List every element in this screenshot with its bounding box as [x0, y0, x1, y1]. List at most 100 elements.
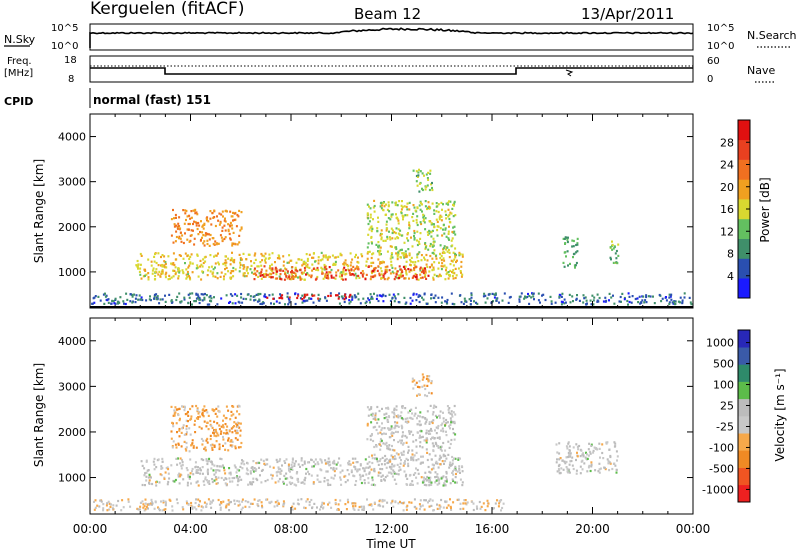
power-cell: [263, 255, 266, 258]
velocity-cell: [452, 411, 455, 414]
power-cell: [396, 216, 399, 219]
velocity-cell: [371, 479, 374, 482]
velocity-cell: [230, 414, 233, 417]
velocity-cell: [321, 507, 324, 510]
power-cell: [327, 273, 330, 276]
velocity-cell: [412, 483, 414, 486]
time-tick-label: 16:00: [475, 522, 510, 536]
power-cell: [424, 269, 427, 272]
power-cell: [325, 276, 328, 279]
power-cell: [393, 300, 396, 303]
velocity-cell: [327, 462, 330, 465]
velocity-cell: [182, 508, 185, 511]
power-cell: [386, 250, 389, 253]
velocity-cell: [439, 463, 442, 466]
power-cell: [436, 220, 439, 223]
velocity-cell: [568, 468, 571, 471]
velocity-cell: [275, 458, 278, 461]
power-cell: [276, 270, 278, 273]
power-cell: [611, 240, 613, 243]
power-cell: [451, 237, 454, 240]
power-cell: [585, 299, 588, 302]
velocity-cell: [372, 508, 375, 511]
velocity-cell: [188, 477, 191, 480]
power-cell: [164, 261, 167, 264]
power-cell: [153, 293, 156, 296]
power-cell: [397, 301, 400, 304]
velocity-cell: [383, 459, 386, 463]
power-cell: [160, 264, 162, 267]
velocity-ytick-label: 2000: [58, 426, 86, 439]
power-cell: [126, 298, 129, 301]
velocity-cell: [181, 506, 184, 509]
velocity-cell: [422, 455, 424, 458]
power-cell: [139, 263, 142, 266]
power-cell: [216, 272, 219, 275]
nsky-label: N.Sky: [4, 33, 36, 46]
velocity-cell: [402, 442, 405, 445]
velocity-cell: [170, 437, 173, 440]
power-cell: [184, 212, 187, 215]
velocity-cell: [186, 469, 189, 472]
power-cell: [453, 230, 456, 233]
velocity-cell: [296, 477, 299, 480]
velocity-cell: [478, 500, 481, 504]
power-cell: [305, 253, 308, 256]
velocity-cell: [461, 465, 463, 468]
velocity-cell: [199, 472, 202, 475]
velocity-cell: [446, 421, 449, 424]
power-cell: [683, 292, 686, 295]
power-cell: [409, 296, 412, 300]
velocity-cell: [279, 468, 282, 471]
power-cell: [134, 297, 137, 300]
power-cell: [440, 268, 443, 271]
power-cell: [455, 274, 458, 277]
power-cell: [223, 219, 226, 222]
velocity-cell: [232, 405, 235, 408]
power-cell: [451, 274, 454, 278]
velocity-cell: [377, 474, 380, 477]
power-cell: [263, 295, 266, 298]
velocity-cell: [448, 446, 451, 449]
velocity-cell: [394, 500, 397, 503]
power-cell: [153, 295, 156, 298]
power-cell: [423, 256, 425, 259]
velocity-cell: [449, 482, 452, 485]
velocity-cell: [380, 433, 383, 436]
power-cell: [418, 251, 421, 254]
velocity-cell: [215, 431, 218, 434]
power-cell: [161, 270, 164, 273]
power-cell: [208, 266, 211, 269]
power-cell: [217, 242, 220, 245]
velocity-cell: [206, 421, 209, 424]
power-cell: [192, 222, 194, 226]
power-cell: [405, 273, 408, 276]
power-cell: [420, 254, 423, 257]
velocity-cell: [319, 508, 321, 511]
velocity-cell: [445, 476, 448, 479]
velocity-cell: [378, 500, 381, 503]
nsky-tick-bottom: 10^0: [51, 41, 78, 52]
power-cell: [326, 275, 329, 279]
velocity-cell: [472, 502, 475, 505]
power-cell: [242, 297, 245, 300]
velocity-cell: [368, 461, 371, 464]
power-cell: [343, 295, 346, 298]
power-cell: [229, 221, 232, 224]
power-cell: [382, 293, 385, 296]
velocity-cell: [442, 420, 445, 423]
velocity-cell: [397, 469, 400, 472]
velocity-cell: [413, 454, 416, 457]
power-cell: [421, 188, 424, 192]
power-cell: [224, 217, 226, 220]
power-cell: [281, 294, 284, 297]
power-cell: [454, 233, 457, 236]
velocity-cell: [391, 411, 394, 414]
velocity-cell: [608, 469, 611, 472]
velocity-cell: [311, 506, 313, 510]
power-cell: [229, 237, 232, 240]
power-cell: [267, 273, 270, 276]
velocity-cell: [393, 407, 396, 410]
velocity-cell: [430, 483, 433, 486]
power-colorbar-tick-label: 24: [720, 159, 734, 172]
